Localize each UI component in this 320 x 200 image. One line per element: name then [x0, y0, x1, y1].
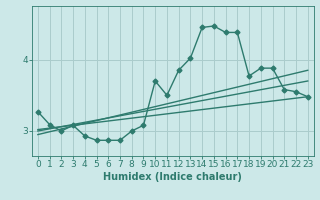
X-axis label: Humidex (Indice chaleur): Humidex (Indice chaleur): [103, 172, 242, 182]
